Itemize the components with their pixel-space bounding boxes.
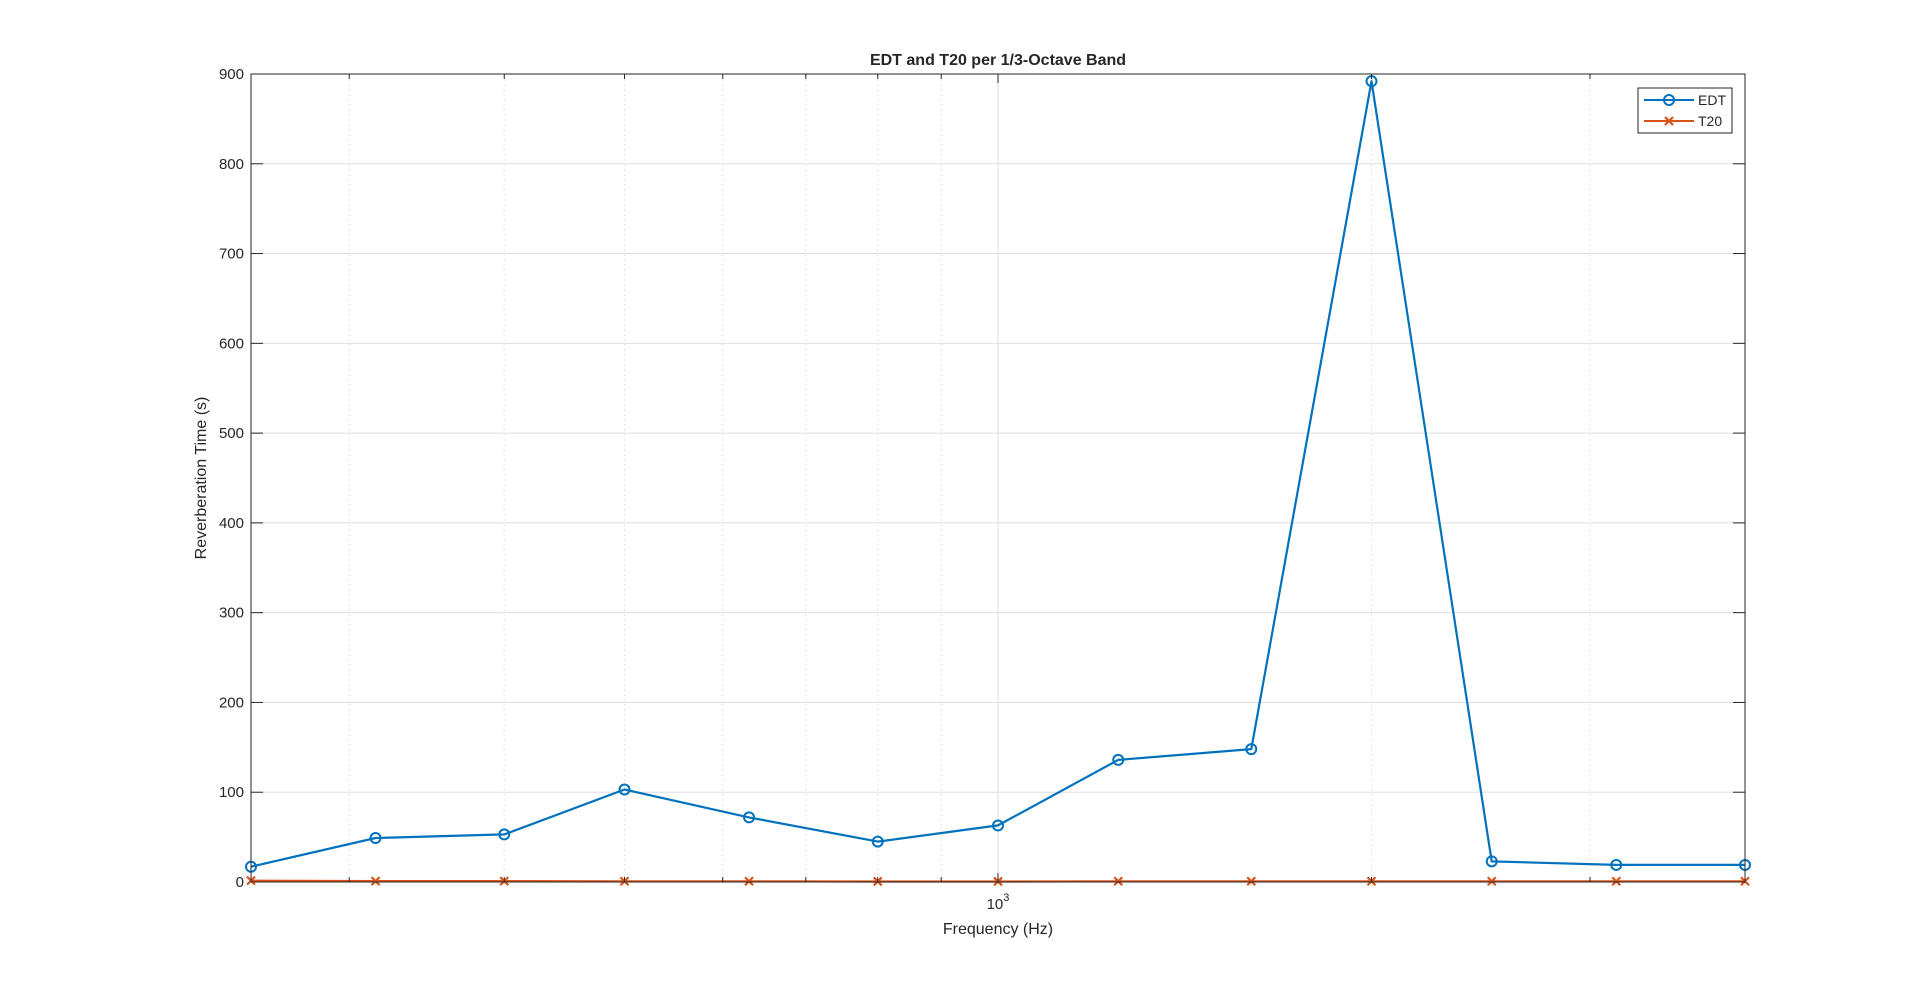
data-point-edt (1112, 753, 1125, 766)
y-tick-label: 300 (219, 605, 244, 622)
legend-label-edt: EDT (1698, 92, 1726, 108)
data-point-edt (369, 832, 382, 845)
legend-label-t20: T20 (1698, 113, 1722, 129)
y-tick-label: 800 (219, 156, 244, 173)
x-tick-labels: 103 (987, 892, 1010, 913)
data-point-edt (743, 811, 756, 824)
y-axis-label: Reverberation Time (s) (193, 397, 210, 560)
chart-title: EDT and T20 per 1/3-Octave Band (870, 52, 1126, 69)
data-point-edt (871, 835, 884, 848)
data-point-t20 (1113, 876, 1124, 887)
data-point-t20 (370, 876, 381, 886)
data-point-edt (618, 783, 631, 796)
y-tick-label: 600 (219, 335, 244, 352)
x-tick-label-1000: 103 (987, 892, 1010, 913)
x-tick-label-exponent: 3 (1003, 892, 1009, 904)
legend-box (1637, 87, 1733, 134)
data-point-edt (992, 819, 1004, 832)
data-point-t20 (744, 876, 754, 887)
data-point-t20 (1611, 876, 1622, 887)
y-tick-label: 900 (219, 66, 244, 83)
y-tick-label: 100 (219, 784, 244, 801)
data-point-t20 (1246, 876, 1257, 887)
data-point-edt (498, 828, 511, 841)
y-tick-label: 200 (219, 694, 244, 711)
legend-marker-t20 (1664, 116, 1674, 126)
x-tick-label-base: 10 (987, 896, 1004, 913)
data-point-t20 (1486, 876, 1497, 887)
ticks (251, 73, 1745, 883)
grid (251, 74, 1745, 882)
y-tick-labels: 0 100 200 300 400 500 600 700 800 900 (219, 66, 244, 891)
data-point-edt (1485, 855, 1498, 868)
y-tick-label: 400 (219, 515, 244, 532)
y-tick-label: 700 (219, 246, 244, 263)
legend[interactable]: EDT T20 (1637, 87, 1733, 134)
y-tick-label: 500 (219, 425, 244, 442)
legend-x-glyph (1664, 116, 1674, 126)
data-point-edt (1610, 858, 1623, 871)
data-point-edt (1245, 743, 1258, 756)
series-line-edt (250, 80, 1745, 868)
y-tick-label: 0 (236, 874, 244, 891)
legend-marker-edt (1663, 94, 1675, 106)
x-axis-label: Frequency (Hz) (943, 921, 1053, 938)
